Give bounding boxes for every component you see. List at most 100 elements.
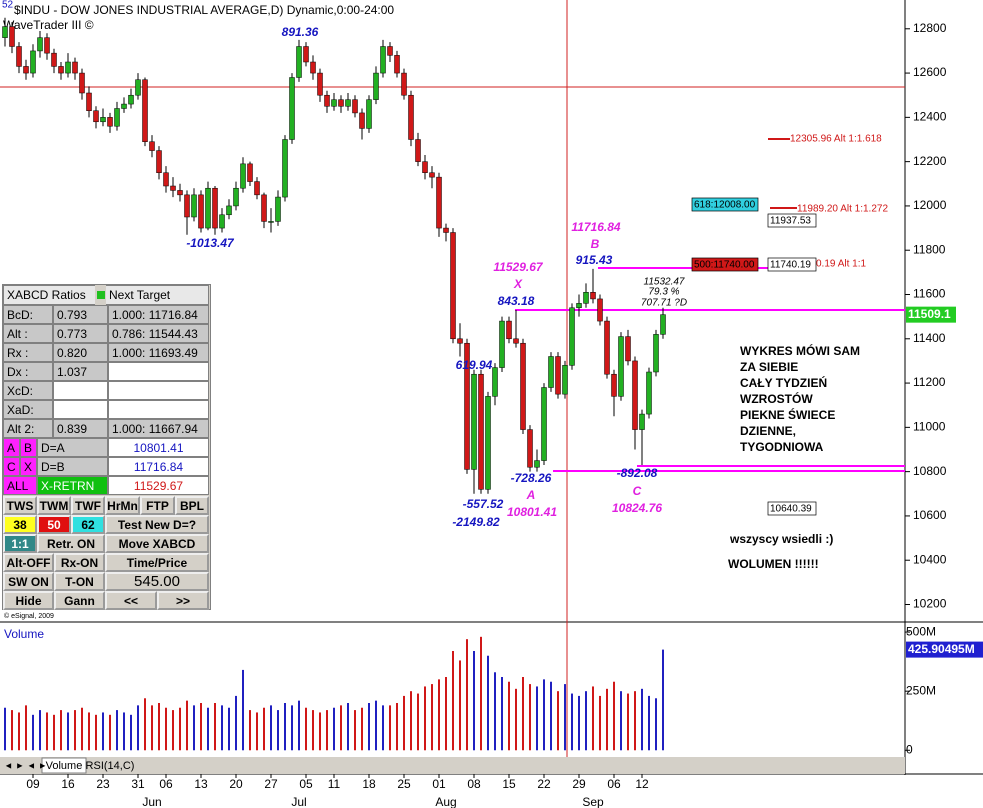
candle-body [296,46,302,78]
panel-cell[interactable]: Time/Price [105,553,209,572]
annotation: -1013.47 [186,236,235,250]
panel-cell[interactable]: Hide [3,591,54,610]
candle-body [16,46,22,67]
panel-cell[interactable]: TWM [37,496,71,515]
candle-body [114,108,120,127]
panel-cell[interactable]: 50 [37,515,71,534]
candle-body [541,387,547,461]
panel-cell[interactable]: BcD: [3,305,53,324]
candle-body [205,187,211,229]
panel-cell[interactable]: 0.793 [53,305,108,324]
panel-cell[interactable]: SW ON [3,572,54,591]
panel-cell[interactable]: XcD: [3,381,53,400]
panel-cell[interactable] [53,381,108,400]
panel-cell[interactable]: X-RETRN [37,476,108,495]
panel-cell[interactable]: Test New D=? [105,515,209,534]
panel-cell[interactable]: TWS [3,496,37,515]
panel-cell[interactable]: Alt 2: [3,419,53,438]
tab-label[interactable]: Volume [46,760,83,772]
x-tick-label: 27 [264,777,278,791]
panel-cell[interactable]: T-ON [54,572,105,591]
panel-cell[interactable]: B [20,438,37,457]
panel-cell[interactable]: D=B [37,457,108,476]
panel-cell[interactable]: Rx-ON [54,553,105,572]
x-tick-label: 01 [432,777,446,791]
panel-cell[interactable]: A [3,438,20,457]
candle-body [527,429,533,468]
panel-cell[interactable]: FTP [140,496,175,515]
last-price-label: 11509.1 [908,307,951,321]
candle-body [492,367,498,397]
panel-cell[interactable]: 11716.84 [108,457,209,476]
note: CAŁY TYDZIEŃ [740,375,827,390]
candle-body [317,72,323,96]
candle-body [646,371,652,415]
y-tick-label: 10200 [913,597,947,611]
candle-body [520,342,526,430]
panel-cell[interactable]: << [105,591,157,610]
panel-cell[interactable]: Gann [54,591,105,610]
panel-cell[interactable]: 0.786: 11544.43 [108,324,209,343]
tab-label[interactable]: RSI(14,C) [86,760,135,772]
panel-cell[interactable]: C [3,457,20,476]
panel-cell[interactable]: XaD: [3,400,53,419]
panel-cell[interactable]: 0.839 [53,419,108,438]
candle-body [352,99,358,114]
candle-body [464,342,470,470]
panel-cell[interactable]: Rx : [3,343,53,362]
panel-cell[interactable]: X [20,457,37,476]
panel-cell[interactable] [108,400,209,419]
panel-cell[interactable]: 1.000: 11667.94 [108,419,209,438]
panel-cell[interactable]: 0.773 [53,324,108,343]
panel-cell[interactable]: XABCD Ratios [3,285,95,305]
panel-cell[interactable]: 38 [3,515,37,534]
last-price-box [906,306,956,323]
panel-cell[interactable] [108,362,209,381]
month-label: Aug [435,795,456,808]
candle-body [212,187,218,229]
panel-cell[interactable]: Move XABCD [105,534,209,553]
panel-cell[interactable]: 10801.41 [108,438,209,457]
panel-cell[interactable]: 1.037 [53,362,108,381]
panel-cell[interactable]: ALL [3,476,37,495]
panel-cell[interactable]: D=A [37,438,108,457]
panel-cell[interactable]: 1.000: 11716.84 [108,305,209,324]
panel-cell[interactable]: BPL [175,496,209,515]
panel-cell[interactable]: 1.000: 11693.49 [108,343,209,362]
panel-cell[interactable]: Next Target [106,285,209,305]
panel-cell[interactable]: Alt : [3,324,53,343]
candle-body [436,176,442,229]
annotation: 915.43 [576,253,613,267]
candle-body [198,194,204,229]
candle-body [156,150,162,173]
candle-body [219,214,225,229]
candle-body [58,66,64,74]
candle-body [618,336,624,397]
panel-cell[interactable]: HrMn [105,496,140,515]
candle-body [331,99,337,107]
month-label: Jul [291,795,306,808]
panel-cell[interactable]: 545.00 [105,572,209,591]
annotation: -728.26 [511,471,552,485]
panel-cell[interactable]: Retr. ON [37,534,105,553]
panel-cell[interactable]: TWF [71,496,105,515]
panel-cell[interactable]: Dx : [3,362,53,381]
panel-cell[interactable] [108,381,209,400]
tab-arrows[interactable]: ◄ ► ◄ ► [4,760,47,770]
panel-cell[interactable]: 11529.67 [108,476,209,495]
panel-cell[interactable]: >> [157,591,209,610]
candle-body [471,373,477,470]
panel-cell[interactable] [53,400,108,419]
candle-body [562,365,568,395]
note: ZA SIEBIE [740,360,798,374]
level-box [767,501,817,516]
panel-cell[interactable]: 62 [71,515,105,534]
panel-cell[interactable]: Alt-OFF [3,553,54,572]
tab[interactable] [41,757,87,774]
x-tick-label: 11 [328,777,341,791]
candle-body [457,338,463,344]
candle-body [191,194,197,218]
panel-cell[interactable]: 0.820 [53,343,108,362]
level-label: 500:11740.00 [694,260,755,271]
panel-cell[interactable]: 1:1 [3,534,37,553]
